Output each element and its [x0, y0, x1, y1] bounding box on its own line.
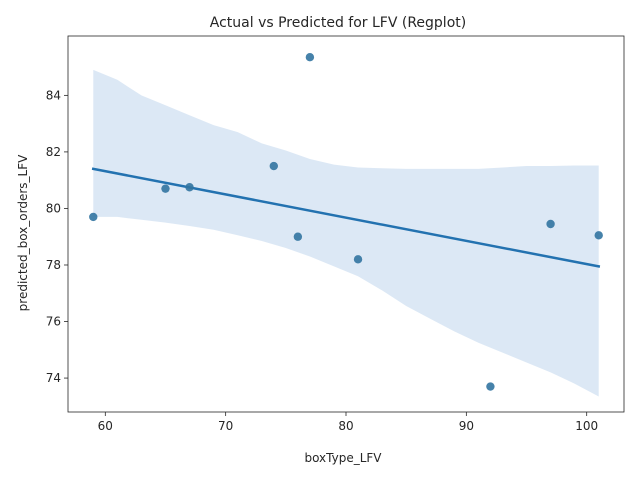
confidence-band-layer: [93, 69, 599, 397]
y-tick-label: 82: [46, 145, 61, 159]
scatter-point: [293, 232, 303, 241]
x-axis-label: boxType_LFV: [304, 451, 382, 465]
axes-layer: 60 70 80 90 100 74 76 78 80 82 84: [46, 35, 625, 433]
y-axis-label: predicted_box_orders_LFV: [16, 154, 30, 311]
scatter-point: [269, 161, 278, 171]
regression-line: [91, 167, 601, 268]
scatter-point: [185, 183, 194, 192]
x-tick-label: 60: [98, 419, 113, 433]
scatter-point: [161, 184, 170, 193]
x-tick-label: 100: [575, 419, 598, 433]
x-tick-label: 80: [338, 419, 353, 433]
scatter-point: [546, 219, 555, 229]
y-tick-label: 80: [46, 201, 61, 215]
confidence-band: [93, 69, 599, 397]
scatter-point: [89, 212, 98, 222]
chart-title: Actual vs Predicted for LFV (Regplot): [210, 15, 466, 31]
scatter-point: [594, 231, 603, 240]
y-tick-label: 74: [46, 371, 61, 385]
scatter-point: [353, 255, 363, 264]
x-tick-label: 70: [218, 419, 233, 433]
x-tick-label: 90: [459, 419, 474, 433]
y-tick-label: 84: [46, 88, 61, 102]
y-tick-label: 76: [46, 315, 61, 329]
y-tick-label: 78: [46, 258, 61, 272]
scatter-point: [305, 53, 315, 62]
scatter-points-layer: [89, 53, 603, 391]
regression-line-layer: [91, 167, 601, 268]
scatter-point: [486, 382, 495, 391]
